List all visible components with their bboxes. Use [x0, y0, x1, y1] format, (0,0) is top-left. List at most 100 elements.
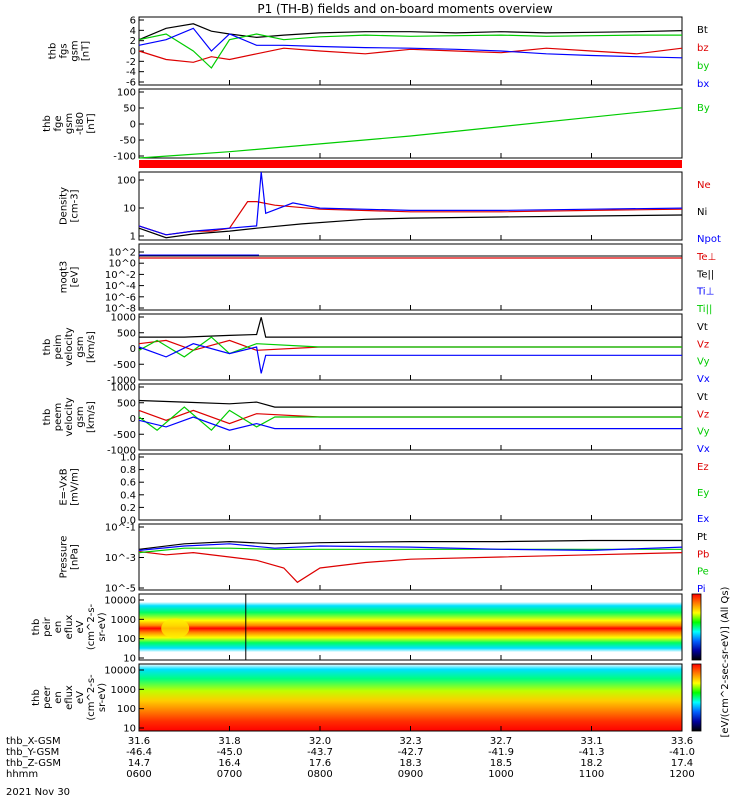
- legend-npot: Npot: [697, 234, 721, 245]
- legend-vy: Vy: [697, 427, 710, 438]
- legend-te: Te||: [696, 269, 714, 280]
- legend-ey: Ey: [697, 488, 709, 499]
- panel-4-ytick-label: 10^-2: [105, 270, 136, 281]
- panel-6-ylabel: gsm: [75, 406, 86, 427]
- x-axis-value: 32.0: [309, 736, 331, 747]
- panel-2-ylabel: [nT]: [86, 113, 97, 133]
- panel-1-ytick-label: -4: [126, 67, 136, 78]
- panel-8-ytick-label: 10^-5: [105, 584, 136, 595]
- panel-9-ytick-label: 100: [117, 634, 136, 645]
- panel-10-ytick-label: 100: [117, 704, 136, 715]
- panel-7-ytick-label: 0.0: [120, 516, 136, 527]
- legend-by: By: [697, 103, 710, 114]
- series-vt-line: [138, 399, 682, 408]
- panel-1-ytick-label: -6: [126, 78, 136, 89]
- legend-pt: Pt: [697, 532, 707, 543]
- legend-bx: bx: [697, 79, 709, 90]
- x-axis-labels: thb_X-GSM 31.6 31.8 32.0 32.3 32.7 33.1 33.6 thb…: [6, 736, 695, 780]
- panel-7-ytick-label: 1.0: [120, 453, 136, 464]
- panel-3-ylabel: Density: [59, 187, 70, 225]
- panel-5-ylabel: thb: [42, 339, 53, 356]
- legend-vz: Vz: [697, 409, 709, 420]
- panel-9-ylabel: eV: [75, 620, 86, 633]
- panel-9-hotspot: [161, 618, 190, 639]
- panel-2-ytick-label: 50: [123, 104, 136, 115]
- panel-4-ytick-label: 10^2: [109, 248, 136, 259]
- panel-4-ytick-label: 10^-4: [105, 281, 136, 292]
- series-npot-line: [138, 171, 683, 236]
- panel-4-ytick-label: 10^0: [109, 259, 136, 270]
- x-axis-value: 32.7: [490, 736, 512, 747]
- series-vt-line: [139, 317, 682, 338]
- series-pt-line: [138, 539, 682, 550]
- panel-5-ylabel: gsm: [75, 336, 86, 357]
- panel-9: thb peir en eflux eV (cm^2-s-sr-eV) 10000 1000 1…: [31, 593, 683, 665]
- x-axis-value: 1000: [488, 769, 513, 780]
- x-axis-value: 33.6: [671, 736, 693, 747]
- series-pi-line: [138, 543, 683, 552]
- panel-8-ytick-label: 10^-1: [105, 523, 136, 534]
- panel-10-ytick-label: 10000: [104, 666, 136, 677]
- panel-10: thb peer en eflux eV (cm^2-s-sr-eV) 10000 1000 1…: [31, 663, 683, 735]
- data-quality-flag-bar: [139, 160, 682, 168]
- panel-7-ylabel: E=-VxB: [59, 468, 70, 505]
- x-axis-value: -41.0: [669, 747, 695, 758]
- panel-10-ylabel: thb: [31, 689, 42, 706]
- panel-8: Pressure [nPa] 10^-1 10^-3 10^-5 Pt Pb Pe Pi: [59, 523, 710, 596]
- panel-9-ytick-label: 1000: [111, 615, 136, 626]
- panel-6-ytick-label: 500: [117, 398, 136, 409]
- x-axis-row-name: thb_Y-GSM: [6, 747, 59, 758]
- legend-pb: Pb: [697, 549, 709, 560]
- x-axis-value: 0800: [307, 769, 332, 780]
- legend-ne: Ne: [697, 180, 711, 191]
- panel-10-spectrogram: [139, 664, 682, 731]
- series-by-line: [138, 107, 683, 159]
- panel-2-ylabel: -ti80: [75, 112, 86, 135]
- panel-8-ytick-label: 10^-3: [105, 553, 136, 564]
- legend-vy: Vy: [697, 357, 710, 368]
- panel-8-frame: [138, 523, 683, 591]
- series-vy-line: [138, 406, 682, 432]
- panel-6-ytick-label: 1000: [111, 383, 136, 394]
- x-axis-value: 0700: [217, 769, 242, 780]
- legend-ti: Ti⊥: [696, 287, 714, 298]
- legend-ni: Ni: [697, 207, 707, 218]
- legend-pe: Pe: [697, 567, 709, 578]
- x-axis-value: 1100: [579, 769, 604, 780]
- series-vx-line: [138, 416, 682, 431]
- panel-4-frame: [138, 243, 683, 311]
- panel-2-ytick-label: -100: [113, 152, 136, 163]
- panel-2: thb fge gsm -ti80 [nT] 100 50 0 -50 -100 By: [42, 88, 710, 163]
- panel-7-ylabel: [mV/m]: [70, 468, 81, 506]
- x-axis-value: 18.5: [490, 758, 512, 769]
- x-axis-value: 1200: [669, 769, 694, 780]
- panel-10-ytick-label: 10: [123, 724, 136, 735]
- series-vx-line: [138, 343, 682, 374]
- panel-10-ylabel: (cm^2-s-: [86, 674, 97, 721]
- legend-ez: Ez: [697, 462, 709, 473]
- panel-3-ytick-label: 10: [123, 204, 136, 215]
- panel-1-ylabel: gsm: [70, 40, 81, 61]
- panel-7-ytick-label: 0.4: [120, 490, 136, 501]
- panel-10-ylabel: en: [53, 691, 64, 704]
- legend-te: Te⊥: [696, 252, 716, 263]
- x-axis-value: 33.1: [580, 736, 602, 747]
- panel-6-ylabel: velocity: [64, 397, 75, 436]
- panel-8-ylabel: [nPa]: [70, 544, 81, 570]
- panel-6-ytick-label: -500: [113, 430, 136, 441]
- x-axis-value: 17.4: [671, 758, 693, 769]
- x-axis-value: -41.9: [488, 747, 514, 758]
- panel-7-ytick-label: 0.8: [120, 465, 136, 476]
- x-axis-value: 31.6: [128, 736, 150, 747]
- legend-pi: Pi: [697, 584, 706, 595]
- colorbars: [eV/(cm^2-sec-sr-eV)] (All Qs): [691, 586, 731, 737]
- colorbar-label: [eV/(cm^2-sec-sr-eV)] (All Qs): [720, 586, 731, 737]
- panel-6-ylabel: peem: [53, 403, 64, 431]
- panel-9-ylabel: en: [53, 621, 64, 634]
- panel-5-ytick-label: -500: [113, 360, 136, 371]
- series-vy-line: [138, 336, 682, 358]
- plot-title: P1 (TH-B) fields and on-board moments ov…: [257, 2, 553, 16]
- x-axis-row-name: thb_Z-GSM: [6, 758, 61, 769]
- x-axis-value: 0900: [398, 769, 423, 780]
